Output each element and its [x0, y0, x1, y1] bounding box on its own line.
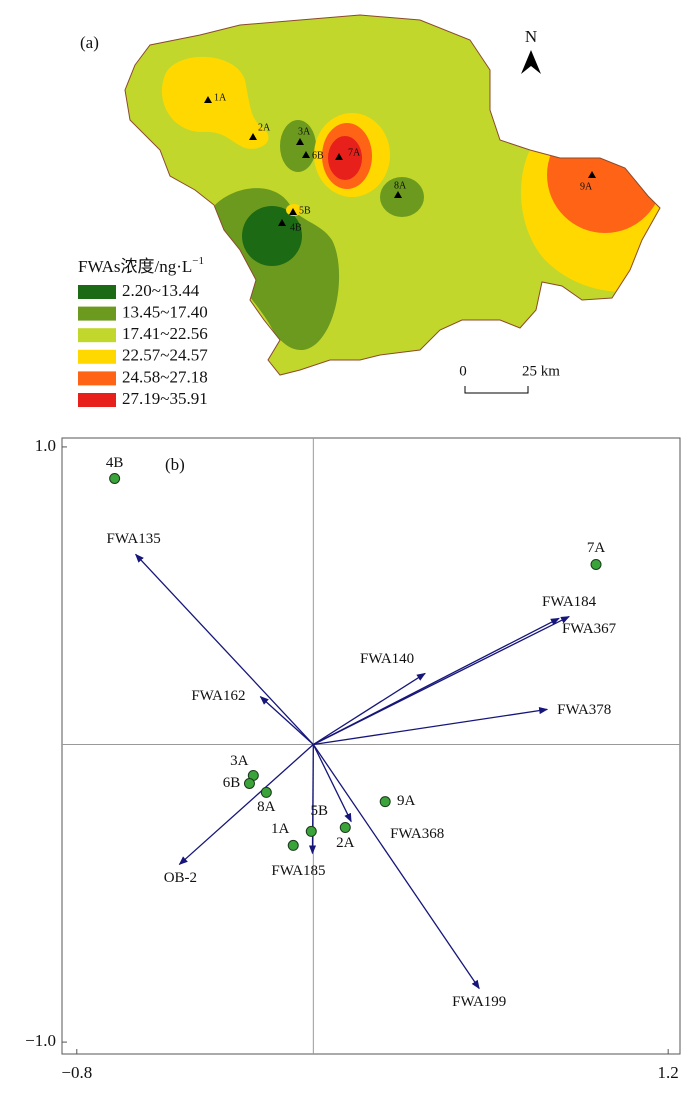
legend-title-sup: −1	[192, 255, 204, 267]
vector-arrow	[313, 707, 549, 746]
site-point	[339, 822, 351, 834]
plot-frame	[61, 437, 681, 1055]
site-label: 5B	[299, 205, 311, 216]
site-point	[590, 558, 602, 570]
map-zone	[547, 117, 660, 233]
vector-arrow	[312, 672, 426, 746]
vector-arrow	[312, 744, 352, 823]
legend-swatch	[78, 349, 116, 364]
site-point-label: 9A	[397, 793, 416, 809]
site-label: 7A	[348, 147, 361, 158]
vector-label: FWA367	[562, 621, 617, 637]
site-label: 9A	[580, 181, 593, 192]
vector-arrow	[178, 744, 314, 866]
site-point-label: 6B	[223, 775, 241, 791]
site-point-label: 3A	[230, 753, 249, 769]
legend-label: 2.20~13.44	[122, 281, 200, 300]
site-label: 4B	[290, 222, 302, 233]
north-arrow	[521, 50, 541, 74]
site-point	[287, 839, 299, 851]
legend: 2.20~13.44 13.45~17.40 17.41~22.56 22.57~24…	[78, 281, 208, 408]
vector-label: FWA184	[542, 594, 597, 610]
legend-swatch	[78, 393, 116, 407]
legend-title-text: FWAs浓度/ng·L	[78, 257, 192, 276]
site-point-label: 4B	[106, 455, 124, 471]
map-zone	[242, 206, 302, 266]
legend-label: 22.57~24.57	[122, 346, 208, 365]
map: (a) N 1A 2A 3A 6B 7A 8A 5B 4B 9A FWAs浓度/…	[78, 14, 661, 408]
vector-label: FWA135	[107, 531, 161, 547]
scale-end: 25 km	[522, 363, 560, 379]
map-zone	[161, 56, 269, 149]
site-point	[243, 777, 255, 789]
vector-label: FWA199	[452, 994, 506, 1010]
legend-label: 27.19~35.91	[122, 389, 208, 408]
vector-arrow	[312, 744, 480, 990]
legend-swatch	[78, 285, 116, 299]
site-point-label: 8A	[257, 799, 276, 815]
map-zone	[328, 136, 362, 180]
scale-bar	[464, 386, 529, 394]
vector-label: OB-2	[164, 870, 197, 886]
scale-start: 0	[459, 363, 467, 379]
vector-label: FWA185	[271, 863, 325, 879]
panel-label: (a)	[80, 33, 99, 52]
site-label: 8A	[394, 180, 407, 191]
map-zone	[380, 177, 424, 217]
panel-label: (b)	[165, 455, 185, 474]
site-point-label: 1A	[271, 821, 290, 837]
y-tick-label: 1.0	[35, 436, 56, 455]
site-label: 1A	[214, 92, 227, 103]
site-point	[379, 796, 391, 808]
site-point	[305, 825, 317, 837]
site-point	[260, 786, 272, 798]
vector-arrow	[308, 744, 317, 855]
vector-label: FWA378	[557, 702, 611, 718]
site-label: 6B	[312, 150, 324, 161]
site-point	[109, 472, 121, 484]
vector-arrow	[313, 617, 560, 746]
legend-swatch	[78, 371, 116, 386]
site-label: 2A	[258, 122, 271, 133]
x-tick-label: 1.2	[658, 1063, 679, 1082]
vector-arrow	[135, 553, 314, 745]
legend-swatch	[78, 306, 116, 321]
map-zone	[280, 120, 316, 172]
legend-label: 24.58~27.18	[122, 367, 208, 386]
vector-label: FWA368	[390, 826, 444, 842]
site-point-label: 2A	[336, 835, 355, 851]
legend-label: 17.41~22.56	[122, 324, 208, 343]
site-point-label: 5B	[311, 803, 329, 819]
vector-arrow	[259, 695, 314, 745]
site-markers	[204, 96, 596, 226]
legend-label: 13.45~17.40	[122, 303, 208, 322]
site-label: 3A	[298, 126, 311, 137]
x-tick-label: −0.8	[61, 1063, 92, 1082]
legend-title: FWAs浓度/ng·L−1	[78, 255, 204, 276]
biplot: (b) −0.8 1.2 1.0 −1.0 FWA135 FWA184 FWA367 FWA1…	[25, 436, 681, 1082]
vector-label: FWA140	[360, 651, 414, 667]
vector-label: FWA162	[191, 688, 245, 704]
y-tick-label: −1.0	[25, 1031, 56, 1050]
legend-swatch	[78, 328, 116, 343]
north-label: N	[525, 27, 537, 46]
site-point-label: 7A	[587, 540, 606, 556]
